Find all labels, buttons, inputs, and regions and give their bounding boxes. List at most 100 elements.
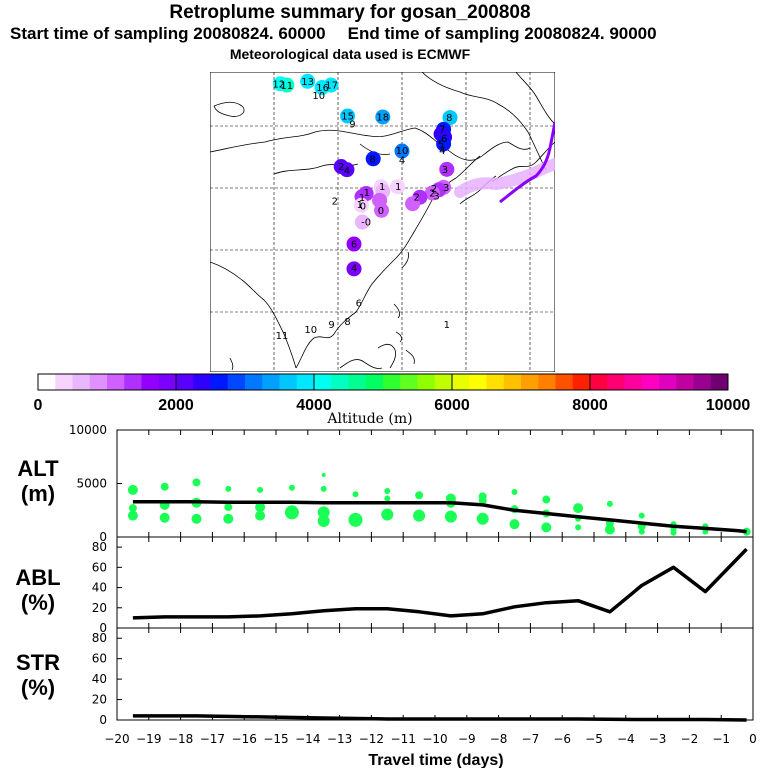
alt-scatter-point — [638, 512, 645, 519]
marker-label: 4 — [439, 146, 445, 157]
colorbar-cell — [555, 374, 574, 390]
alt-scatter-point — [478, 496, 487, 505]
marker-label: 15 — [341, 112, 354, 123]
alt-scatter-point — [224, 503, 233, 512]
colorbar-cell — [193, 374, 211, 390]
marker-label: 17 — [325, 81, 338, 92]
colorbar-cell — [417, 374, 436, 390]
median-lines — [132, 499, 748, 722]
marker-label: 13 — [301, 77, 314, 88]
y-tick-label: 0 — [99, 621, 107, 635]
marker-label: 18 — [376, 112, 389, 123]
alt-scatter-point — [127, 484, 138, 495]
plume-marker — [353, 197, 369, 213]
x-axis-label: Travel time (days) — [368, 752, 503, 768]
colorbar-cell — [176, 374, 194, 390]
y-tick-label: 40 — [92, 672, 107, 686]
colorbar-cell — [158, 374, 177, 390]
plume-track-line — [499, 121, 555, 204]
marker-label: 7 — [439, 125, 445, 136]
colorbar-cell — [693, 374, 712, 390]
alt-scatter-point — [348, 512, 363, 527]
panel-label-alt-unit: (m) — [20, 481, 56, 506]
colorbar-cell — [590, 374, 608, 390]
colorbar-cell — [486, 374, 505, 390]
colorbar-tick-label: 6000 — [434, 397, 470, 414]
colorbar-cell — [641, 374, 660, 390]
alt-scatter-point — [413, 509, 426, 522]
plume-marker — [374, 202, 390, 218]
colorbar-cell — [607, 374, 625, 390]
alt-scatter-point — [255, 502, 266, 513]
colorbar-cell — [348, 374, 367, 390]
end-time: End time of sampling 20080824. 90000 — [347, 24, 657, 43]
x-tick-label: −7 — [522, 732, 540, 746]
x-tick-label: −14 — [295, 732, 320, 746]
colorbar-cell — [38, 374, 56, 390]
x-tick-label: −17 — [200, 732, 225, 746]
alt-scatter-point — [444, 510, 457, 523]
alt-scatter-point — [284, 505, 299, 520]
alt-scatter-point — [352, 491, 359, 498]
marker-label: 1 — [379, 182, 385, 193]
altitude-colorbar: 0 2000 4000 6000 8000 10000 Altitude (m) — [34, 373, 750, 427]
plume-marker — [405, 196, 421, 212]
alt-scatter-point — [255, 510, 266, 521]
colorbar-cell — [469, 374, 487, 390]
colorbar-tick-label: 8000 — [572, 397, 608, 414]
colorbar-cell — [572, 374, 591, 390]
marker-label: 4 — [399, 156, 405, 167]
x-tick-label: −8 — [490, 732, 508, 746]
marker-label: 0 — [360, 202, 366, 213]
str-line — [132, 714, 747, 722]
panel-label-alt-title: ALT — [17, 456, 59, 481]
marker-label: 1 — [444, 320, 450, 331]
panel-label-abl-unit: (%) — [20, 590, 56, 615]
colorbar-cell — [124, 374, 142, 390]
marker-label: 1 — [395, 182, 401, 193]
abl-line — [132, 547, 748, 620]
plume-marker — [375, 109, 391, 125]
chart-title: Retroplume summary for gosan_200808 — [169, 2, 531, 23]
y-tick-label: 10000 — [69, 423, 107, 437]
colorbar-cells — [37, 373, 729, 391]
alt-scatter-point — [384, 495, 391, 502]
y-tick-label: 60 — [92, 560, 107, 574]
colorbar-cell — [296, 374, 315, 390]
marker-label: 8 — [344, 317, 350, 328]
y-tick-label: 0 — [99, 713, 107, 727]
y-tick-label: 20 — [92, 693, 107, 707]
met-data-note: Meteorological data used is ECMWF — [229, 46, 471, 62]
alt-scatter-point — [509, 519, 520, 530]
alt-scatter-point — [320, 485, 327, 492]
alt-scatter-point — [192, 478, 201, 487]
colorbar-cell — [676, 374, 694, 390]
marker-label: 8 — [369, 154, 375, 165]
plume-marker — [390, 179, 406, 195]
colorbar-cell — [503, 374, 522, 390]
marker-label: 2 — [332, 196, 338, 207]
colorbar-ticks: 0 2000 4000 6000 8000 10000 — [34, 374, 750, 414]
alt-scatter-point — [225, 485, 232, 492]
marker-label: 6 — [351, 240, 357, 251]
marker-label: 2 — [429, 188, 435, 199]
alt-scatter-point — [573, 503, 584, 514]
alt-scatter-point — [288, 484, 295, 491]
x-tick-label: −10 — [422, 732, 447, 746]
colorbar-cell — [710, 374, 729, 390]
panel-label-alt: ALT (m) — [8, 456, 68, 506]
colorbar-cell — [452, 374, 470, 390]
alt-scatter-point — [191, 513, 202, 524]
colorbar-cell — [538, 374, 556, 390]
panel-label-str-title: STR — [16, 650, 60, 675]
plume-marker — [442, 110, 458, 126]
alt-scatter-point — [604, 524, 615, 535]
colorbar-tick-label: 0 — [34, 397, 43, 414]
colorbar-cell — [227, 374, 246, 390]
alt-scatter-point — [257, 486, 264, 493]
colorbar-cell — [89, 374, 108, 390]
marker-label: 2 — [414, 193, 420, 204]
